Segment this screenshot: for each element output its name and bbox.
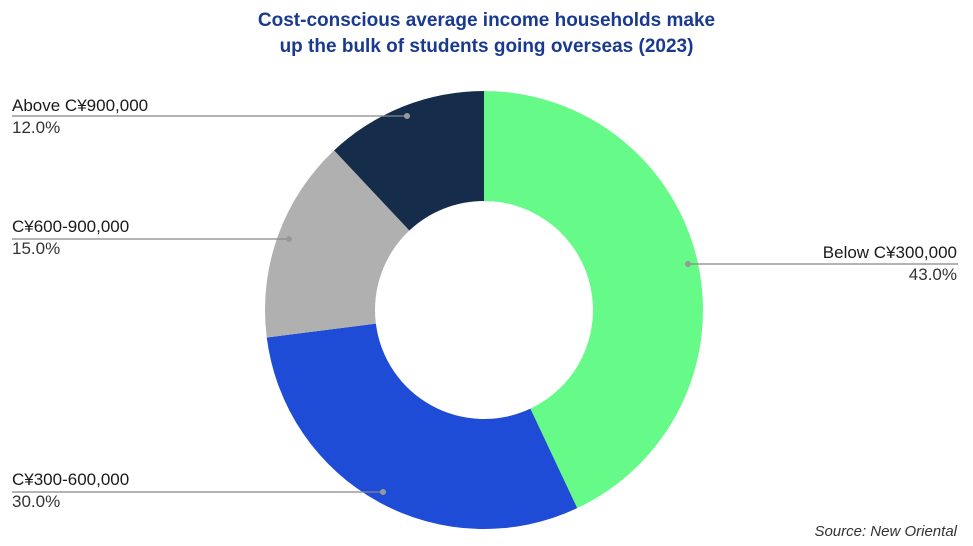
label-below-300k: Below C¥300,000 43.0% [823, 242, 957, 286]
slice-below-300k [484, 91, 703, 509]
slice-300-600k-leader-dot [380, 489, 386, 495]
chart-title-line-2: up the bulk of students going overseas (… [279, 36, 694, 57]
slice-600-900k-leader-dot [286, 236, 292, 242]
label-below-300k-category: Below C¥300,000 [822, 243, 957, 262]
source-note: Source: New Oriental [814, 523, 957, 540]
chart-title: Cost-conscious average income households… [0, 8, 973, 60]
label-below-300k-value: 43.0% [908, 265, 957, 284]
slice-above-900k-leader-dot [404, 113, 410, 119]
label-600-900k-value: 15.0% [12, 239, 61, 258]
label-above-900k-value: 12.0% [12, 118, 61, 137]
slice-600-900k [264, 150, 410, 338]
label-above-900k-category: Above C¥900,000 [12, 96, 149, 115]
label-600-900k: C¥600-900,000 15.0% [12, 216, 129, 260]
label-300-600k: C¥300-600,000 30.0% [12, 469, 129, 513]
label-300-600k-value: 30.0% [12, 492, 61, 511]
slice-300-600k [266, 323, 578, 529]
label-above-900k: Above C¥900,000 12.0% [12, 95, 148, 139]
label-600-900k-category: C¥600-900,000 [12, 217, 130, 236]
slice-above-900k [334, 91, 484, 231]
chart-title-line-1: Cost-conscious average income households… [257, 10, 716, 31]
slice-below-300k-leader-dot [685, 261, 691, 267]
label-300-600k-category: C¥300-600,000 [12, 470, 130, 489]
